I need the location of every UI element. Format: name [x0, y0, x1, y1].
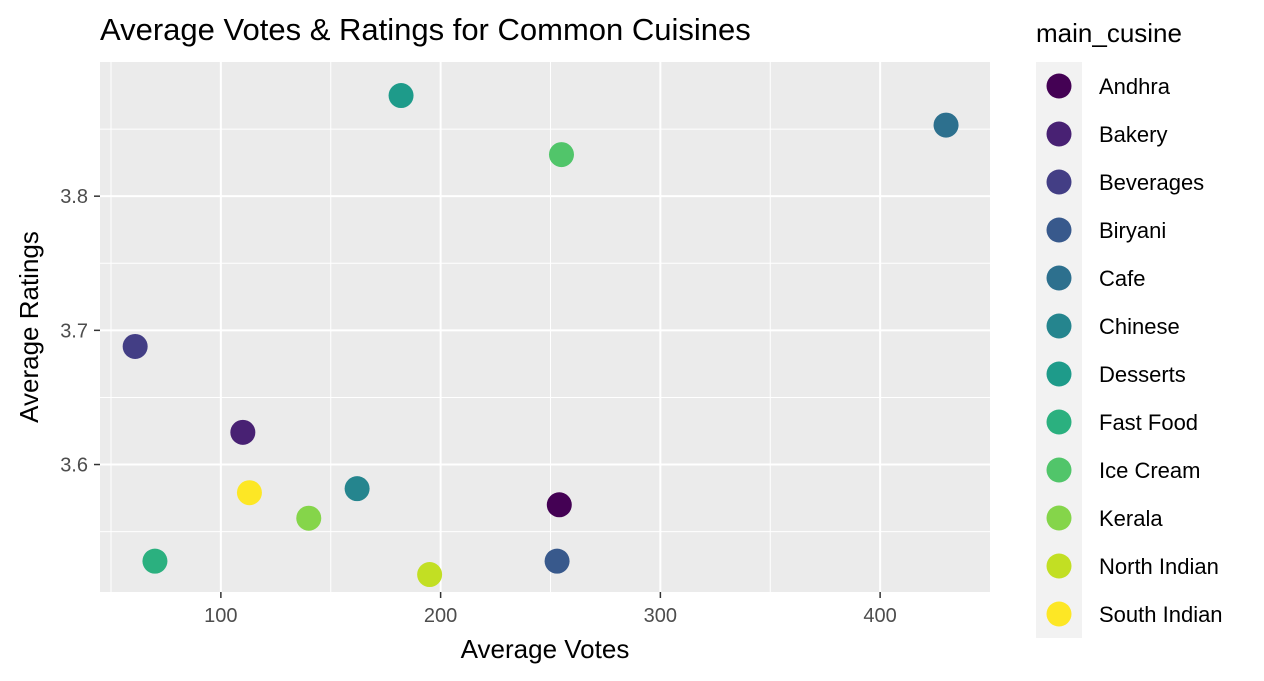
legend-label: North Indian [1099, 554, 1219, 579]
major-grid [100, 62, 990, 592]
legend-key [1046, 409, 1072, 435]
y-axis-ticks: 3.6 3.7 3.8 [60, 186, 100, 477]
legend-label: Beverages [1099, 170, 1204, 195]
y-tick-label: 3.7 [60, 320, 88, 342]
x-tick-label: 100 [204, 605, 237, 627]
legend-label: Fast Food [1099, 410, 1198, 435]
x-tick-label: 300 [644, 605, 677, 627]
legend-label: Bakery [1099, 122, 1167, 147]
legend-key [1046, 505, 1072, 531]
legend-label: Chinese [1099, 314, 1180, 339]
data-point [142, 548, 168, 574]
legend-key [1046, 265, 1072, 291]
legend-key [1046, 73, 1072, 99]
data-point [544, 548, 570, 574]
y-axis-title: Average Ratings [14, 231, 44, 423]
legend-key [1046, 313, 1072, 339]
legend-label: Kerala [1099, 506, 1163, 531]
data-point [548, 142, 574, 168]
legend-key [1046, 169, 1072, 195]
legend-key [1046, 553, 1072, 579]
data-points [122, 83, 959, 588]
data-point [933, 112, 959, 138]
x-axis-title: Average Votes [461, 634, 630, 664]
x-axis-ticks: 100 200 300 400 [204, 592, 897, 627]
legend-items: Andhra Bakery Beverages Biryani Cafe Chinese D… [1046, 73, 1223, 627]
legend-label: Ice Cream [1099, 458, 1200, 483]
chart-title: Average Votes & Ratings for Common Cuisi… [100, 12, 751, 47]
data-point [122, 333, 148, 359]
data-point [388, 83, 414, 109]
legend-label: South Indian [1099, 602, 1223, 627]
plot-panel [100, 62, 990, 592]
data-point [546, 492, 572, 518]
legend-key [1046, 361, 1072, 387]
legend-key [1046, 457, 1072, 483]
x-tick-label: 200 [424, 605, 457, 627]
legend-key [1046, 217, 1072, 243]
data-point [417, 562, 443, 588]
data-point [230, 419, 256, 445]
legend-label: Biryani [1099, 218, 1166, 243]
x-tick-label: 400 [863, 605, 896, 627]
legend-key [1046, 601, 1072, 627]
y-tick-label: 3.6 [60, 455, 88, 477]
legend-label: Andhra [1099, 74, 1171, 99]
legend-label: Cafe [1099, 266, 1145, 291]
y-tick-label: 3.8 [60, 186, 88, 208]
legend: main_cusine Andhra Bakery Beverages Biryani… [1036, 18, 1223, 638]
legend-key-background [1036, 62, 1082, 638]
legend-title: main_cusine [1036, 18, 1182, 48]
data-point [344, 476, 370, 502]
legend-key [1046, 121, 1072, 147]
legend-label: Desserts [1099, 362, 1186, 387]
data-point [296, 505, 322, 531]
data-point [236, 480, 262, 506]
